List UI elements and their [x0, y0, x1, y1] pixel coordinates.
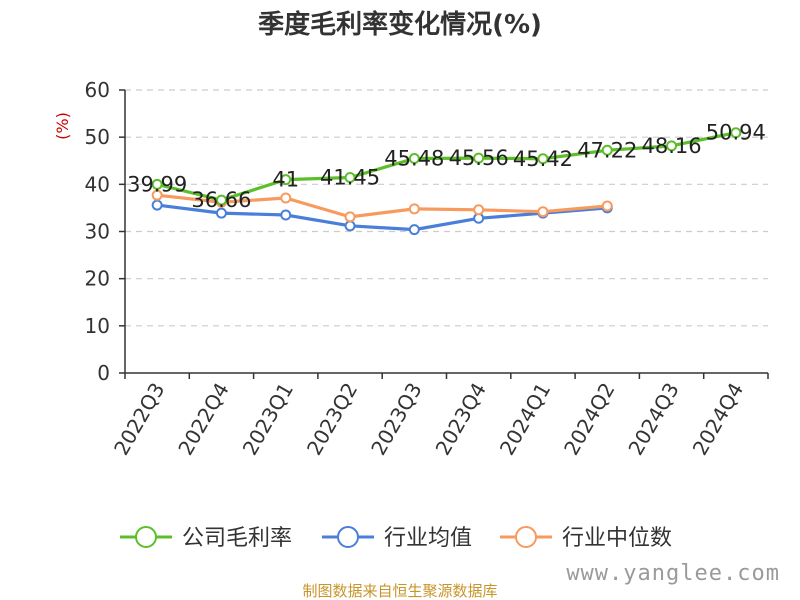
data-point: [408, 203, 420, 215]
legend-marker: [515, 526, 537, 548]
data-point: [730, 127, 742, 139]
chart-title: 季度毛利率变化情况(%): [258, 9, 542, 40]
y-axis-label: (%): [53, 112, 72, 140]
data-point: [151, 178, 163, 190]
legend-marker: [135, 526, 157, 548]
legend[interactable]: 公司毛利率 行业均值 行业中位数: [120, 526, 672, 551]
legend-item-0[interactable]: 公司毛利率: [120, 526, 292, 551]
data-point: [473, 152, 485, 164]
data-point: [151, 189, 163, 201]
data-point: [151, 199, 163, 211]
source-note: 制图数据来自恒生聚源数据库: [302, 582, 497, 600]
y-tick-label: 30: [85, 220, 110, 244]
x-tick-label: 2023Q1: [238, 379, 298, 460]
data-point: [601, 144, 613, 156]
series-2: [151, 189, 613, 223]
y-tick-label: 60: [85, 78, 110, 102]
x-tick-labels: 2022Q3 2022Q4 2023Q1 2023Q2 2023Q3 2023Q4 2024…: [109, 379, 748, 460]
y-tick-label: 50: [85, 125, 110, 149]
x-tick-label: 2024Q3: [623, 379, 683, 460]
data-point: [344, 220, 356, 232]
series-line: [156, 193, 608, 219]
y-tick-label: 0: [97, 361, 110, 385]
series-layer: [151, 127, 742, 236]
data-point: [280, 192, 292, 204]
x-tick-label: 2023Q4: [431, 379, 491, 460]
series-line: [156, 203, 608, 232]
data-point: [280, 209, 292, 221]
data-label: 48.16: [641, 134, 701, 158]
y-tick-label: 10: [85, 314, 110, 338]
grid-lines: [125, 89, 768, 327]
legend-item-2[interactable]: 行业中位数: [500, 526, 672, 551]
data-label: 36.66: [191, 188, 251, 212]
data-point: [344, 171, 356, 183]
data-point: [537, 153, 549, 165]
x-tick-label: 2022Q4: [173, 379, 233, 460]
watermark: www.yanglee.com: [566, 561, 780, 586]
y-tick-label: 40: [85, 172, 110, 196]
data-point: [215, 194, 227, 206]
x-tick-label: 2024Q4: [688, 379, 748, 460]
data-point: [473, 204, 485, 216]
y-tick-labels: 0 10 20 30 40 50 60: [85, 78, 110, 385]
series-0: [151, 127, 742, 206]
x-tick-label: 2023Q2: [302, 379, 362, 460]
y-tick-label: 20: [85, 267, 110, 291]
x-tick-label: 2024Q1: [495, 379, 555, 460]
x-tick-label: 2023Q3: [366, 379, 426, 460]
legend-label: 行业均值: [384, 526, 472, 551]
data-point: [280, 174, 292, 186]
data-label: 45.48: [384, 146, 444, 170]
data-point: [344, 211, 356, 223]
data-point: [215, 207, 227, 219]
legend-marker: [337, 526, 359, 548]
data-label: 50.94: [706, 121, 766, 145]
data-point: [666, 140, 678, 152]
data-label: 45.56: [449, 146, 509, 170]
x-tick-label: 2022Q3: [109, 379, 169, 460]
x-tick-label: 2024Q2: [559, 379, 619, 460]
legend-label: 公司毛利率: [182, 526, 292, 551]
data-label: 39.99: [127, 172, 187, 196]
data-label: 41: [272, 168, 299, 192]
data-point: [537, 206, 549, 218]
legend-item-1[interactable]: 行业均值: [322, 526, 472, 551]
axes: [119, 89, 769, 379]
data-point: [408, 224, 420, 236]
data-label: 45.42: [513, 147, 573, 171]
data-label: 41.45: [320, 165, 380, 189]
data-label: 47.22: [577, 138, 637, 162]
data-point: [408, 152, 420, 164]
legend-label: 行业中位数: [562, 526, 672, 551]
data-point: [601, 200, 613, 212]
series-line: [156, 131, 737, 202]
